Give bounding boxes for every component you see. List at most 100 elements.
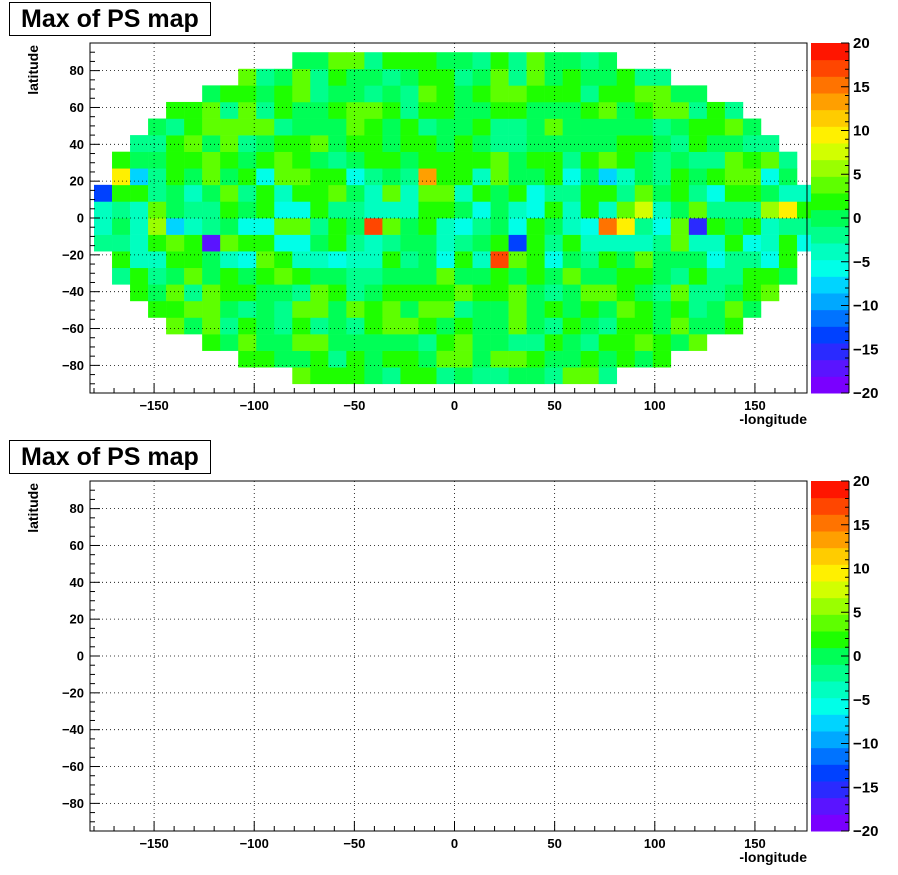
heatmap-cell — [472, 151, 491, 169]
heatmap-cell — [364, 218, 383, 235]
heatmap-cell — [652, 267, 672, 285]
x-axis-ticks — [93, 383, 796, 393]
heatmap-cell — [544, 118, 563, 136]
heatmap-cell — [184, 300, 203, 318]
heatmap-cell — [544, 85, 563, 103]
x-tick-label: −50 — [343, 398, 365, 413]
heatmap-cell — [220, 300, 239, 318]
heatmap-cell — [508, 317, 527, 335]
heatmap-cell — [598, 267, 618, 285]
heatmap-cell — [364, 118, 383, 136]
heatmap-cell — [184, 267, 203, 285]
heatmap-cell — [292, 284, 311, 302]
heatmap-cell — [562, 350, 581, 368]
heatmap-cell — [490, 135, 509, 152]
heatmap-cell — [166, 118, 185, 136]
heatmap-cell — [526, 85, 545, 103]
heatmap-cell — [490, 334, 509, 351]
heatmap-cell — [490, 101, 509, 119]
heatmap-cell — [400, 52, 419, 70]
heatmap-cell — [688, 151, 708, 169]
y-axis-title: latitude — [25, 45, 41, 95]
heatmap-cell — [688, 201, 708, 219]
color-bar-label: −5 — [853, 254, 870, 271]
heatmap-cell — [436, 284, 455, 302]
heatmap-cell — [544, 101, 563, 119]
heatmap-cell — [454, 101, 473, 119]
heatmap-cell — [274, 85, 293, 103]
color-bar-segment — [811, 76, 849, 94]
color-bar-segment — [811, 814, 849, 832]
heatmap-cell — [490, 184, 509, 202]
heatmap-cell — [418, 300, 437, 318]
heatmap-cell — [328, 334, 347, 351]
x-tick-label: −50 — [343, 836, 365, 851]
heatmap-cell — [274, 118, 293, 136]
heatmap-cell — [382, 151, 401, 169]
heatmap-cell — [454, 218, 473, 235]
heatmap-cell — [508, 135, 527, 152]
heatmap-cell — [400, 334, 419, 351]
heatmap-cell — [760, 218, 780, 235]
heatmap-cell — [400, 267, 419, 285]
heatmap-cell — [256, 284, 275, 302]
heatmap-cell — [670, 267, 690, 285]
heatmap-cell — [112, 184, 131, 202]
heatmap-cell — [670, 284, 690, 302]
heatmap-cell — [526, 218, 545, 235]
chart-title: Max of PS map — [9, 440, 211, 474]
heatmap-cell — [472, 317, 491, 335]
color-bar-segment — [811, 359, 849, 377]
heatmap-cell — [490, 68, 509, 86]
heatmap-cell — [562, 251, 581, 269]
heatmap-cell — [670, 300, 690, 318]
heatmap-cell — [112, 218, 131, 235]
y-tick-label: −20 — [62, 685, 84, 700]
heatmap-cell — [292, 52, 311, 70]
heatmap-cell — [724, 201, 744, 219]
heatmap-cell — [310, 118, 329, 136]
heatmap-cell — [454, 284, 473, 302]
heatmap-cell — [346, 251, 365, 269]
color-bar-segment — [811, 697, 849, 715]
heatmap-cell — [202, 201, 221, 219]
heatmap-cell — [400, 85, 419, 103]
heatmap-cell — [310, 218, 329, 235]
y-tick-label: −40 — [62, 722, 84, 737]
heatmap-cell — [148, 300, 167, 318]
heatmap-cell — [652, 300, 672, 318]
heatmap-cell — [526, 68, 545, 86]
heatmap-cell — [328, 85, 347, 103]
heatmap-cell — [256, 334, 275, 351]
heatmap-cell — [148, 267, 167, 285]
color-bar-segment — [811, 226, 849, 244]
heatmap-cell — [634, 135, 654, 152]
heatmap-cell — [454, 68, 473, 86]
heatmap-cell — [400, 300, 419, 318]
heatmap-cell — [310, 367, 329, 385]
heatmap-cell — [382, 184, 401, 202]
color-bar-segment — [811, 564, 849, 582]
heatmap-cell — [508, 151, 527, 169]
heatmap-cell — [508, 334, 527, 351]
heatmap-cell — [706, 184, 726, 202]
heatmap-cell — [580, 334, 600, 351]
heatmap-cell — [256, 184, 275, 202]
heatmap-cell — [238, 85, 257, 103]
heatmap-cell — [310, 68, 329, 86]
heatmap-cell — [364, 300, 383, 318]
color-bar — [811, 481, 849, 832]
heatmap-cell — [202, 218, 221, 235]
heatmap-cell — [598, 118, 618, 136]
heatmap-cell — [238, 135, 257, 152]
heatmap-cell — [562, 168, 581, 186]
y-axis-title: latitude — [25, 483, 41, 533]
heatmap-cell — [508, 267, 527, 285]
x-axis-ticks — [93, 821, 796, 831]
heatmap-plot: −150 −100 −50 0 50 100 150−80−60−40−2002040608… — [25, 35, 878, 427]
heatmap-cell — [796, 184, 816, 202]
heatmap-cell — [616, 334, 636, 351]
heatmap-cell — [310, 151, 329, 169]
heatmap-cell — [454, 267, 473, 285]
heatmap-cell — [580, 234, 600, 252]
